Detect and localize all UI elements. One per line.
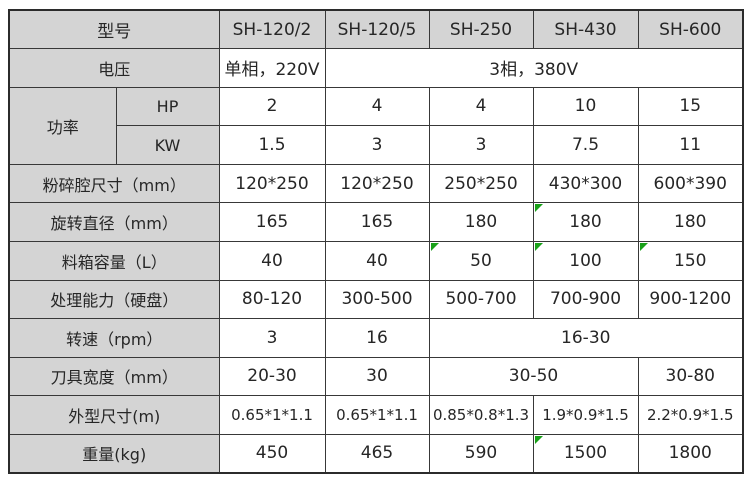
- cell-bin: 150: [637, 240, 744, 281]
- cell-chamber: 120*250: [324, 163, 430, 204]
- cell-weight: 1800: [637, 433, 744, 474]
- cell-weight: 590: [428, 433, 534, 474]
- cell-value: 180: [569, 212, 602, 233]
- cell-rotation: 165: [218, 202, 326, 242]
- cell-chamber: 120*250: [218, 163, 326, 204]
- cell-rotation: 180: [428, 202, 534, 242]
- speed-row: 转速（rpm） 3 16 16-30: [8, 318, 744, 358]
- cell-bin: 40: [324, 240, 430, 281]
- weight-row-label: 重量(kg): [8, 433, 220, 474]
- cell-speed: 3: [218, 318, 326, 358]
- blade-width-row: 刀具宽度（mm） 20-30 30 30-50 30-80: [8, 356, 744, 397]
- power-hp-row: 功率 HP 2 4 4 10 15: [8, 86, 744, 165]
- cell-hp: 4: [428, 86, 534, 127]
- cell-blade: 20-30: [218, 356, 326, 397]
- cell-value: 50: [470, 250, 492, 271]
- cell-capacity: 900-1200: [637, 279, 744, 320]
- cell-dimensions: 1.9*0.9*1.5: [532, 395, 639, 435]
- cell-weight: 465: [324, 433, 430, 474]
- cell-kw: 3: [324, 125, 430, 165]
- cell-dimensions: 0.65*1*1.1: [324, 395, 430, 435]
- cell-hp: 4: [324, 86, 430, 127]
- voltage-row: 电压 单相，220V 3相，380V: [8, 48, 744, 88]
- cell-bin: 50: [428, 240, 534, 281]
- comment-flag-icon: [534, 242, 543, 251]
- capacity-row: 处理能力（硬盘） 80-120 300-500 500-700 700-900 …: [8, 279, 744, 320]
- model-name-sh430: SH-430: [532, 9, 639, 50]
- comment-flag-icon: [534, 204, 543, 213]
- cell-rotation: 180: [637, 202, 744, 242]
- cell-dimensions: 0.65*1*1.1: [218, 395, 326, 435]
- cell-value: 150: [674, 250, 707, 271]
- cell-hp: 2: [218, 86, 326, 127]
- chamber-row-label: 粉碎腔尺寸（mm）: [8, 163, 220, 204]
- comment-flag-icon: [430, 242, 439, 251]
- hp-sub-label: HP: [115, 86, 220, 127]
- power-kw-row: KW 1.5 3 3 7.5 11: [9, 125, 744, 165]
- cell-capacity: 500-700: [428, 279, 534, 320]
- cell-dimensions: 0.85*0.8*1.3: [428, 395, 534, 435]
- cell-speed-merged: 16-30: [428, 318, 744, 358]
- cell-capacity: 300-500: [324, 279, 430, 320]
- rotation-diameter-row: 旋转直径（mm） 165 165 180 180 180: [8, 202, 744, 242]
- model-name-sh120-2: SH-120/2: [218, 9, 326, 50]
- kw-sub-label: KW: [115, 125, 220, 165]
- model-name-sh250: SH-250: [428, 9, 534, 50]
- cell-hp: 10: [532, 86, 639, 127]
- model-name-sh120-5: SH-120/5: [324, 9, 430, 50]
- cell-kw: 3: [428, 125, 534, 165]
- voltage-row-label: 电压: [8, 48, 220, 88]
- cell-value: 100: [569, 250, 602, 271]
- cell-blade-merged: 30-50: [428, 356, 639, 397]
- chamber-size-row: 粉碎腔尺寸（mm） 120*250 120*250 250*250 430*30…: [8, 163, 744, 204]
- header-row: 型号 SH-120/2 SH-120/5 SH-250 SH-430 SH-60…: [8, 9, 744, 50]
- speed-row-label: 转速（rpm）: [8, 318, 220, 358]
- cell-weight: 450: [218, 433, 326, 474]
- bin-row-label: 料箱容量（L）: [8, 240, 220, 281]
- cell-blade: 30-80: [637, 356, 744, 397]
- cell-voltage-three-phase: 3相，380V: [324, 48, 744, 88]
- cell-capacity: 80-120: [218, 279, 326, 320]
- cell-kw: 7.5: [532, 125, 639, 165]
- cell-rotation: 180: [532, 202, 639, 242]
- cell-hp: 15: [637, 86, 744, 127]
- dimensions-row: 外型尺寸(m) 0.65*1*1.1 0.65*1*1.1 0.85*0.8*1…: [8, 395, 744, 435]
- cell-rotation: 165: [324, 202, 430, 242]
- comment-flag-icon: [639, 242, 648, 251]
- cell-voltage-single-phase: 单相，220V: [218, 48, 326, 88]
- cell-kw: 11: [637, 125, 744, 165]
- cell-dimensions: 2.2*0.9*1.5: [637, 395, 744, 435]
- cell-kw: 1.5: [218, 125, 326, 165]
- cell-chamber: 600*390: [637, 163, 744, 204]
- cell-chamber: 430*300: [532, 163, 639, 204]
- cell-speed: 16: [324, 318, 430, 358]
- cell-bin: 40: [218, 240, 326, 281]
- weight-row: 重量(kg) 450 465 590 1500 1800: [8, 433, 744, 474]
- power-row-label: 功率: [8, 86, 117, 165]
- bin-capacity-row: 料箱容量（L） 40 40 50 100 150: [8, 240, 744, 281]
- cell-blade: 30: [324, 356, 430, 397]
- model-name-sh600: SH-600: [637, 9, 744, 50]
- product-spec-table: 型号 SH-120/2 SH-120/5 SH-250 SH-430 SH-60…: [8, 9, 744, 474]
- cell-value: 1500: [563, 443, 608, 464]
- cell-chamber: 250*250: [428, 163, 534, 204]
- cell-bin: 100: [532, 240, 639, 281]
- cell-weight: 1500: [532, 433, 639, 474]
- capacity-row-label: 处理能力（硬盘）: [8, 279, 220, 320]
- model-row-label: 型号: [8, 9, 220, 50]
- cell-capacity: 700-900: [532, 279, 639, 320]
- rotation-row-label: 旋转直径（mm）: [8, 202, 220, 242]
- comment-flag-icon: [534, 435, 543, 444]
- dimensions-row-label: 外型尺寸(m): [8, 395, 220, 435]
- blade-row-label: 刀具宽度（mm）: [8, 356, 220, 397]
